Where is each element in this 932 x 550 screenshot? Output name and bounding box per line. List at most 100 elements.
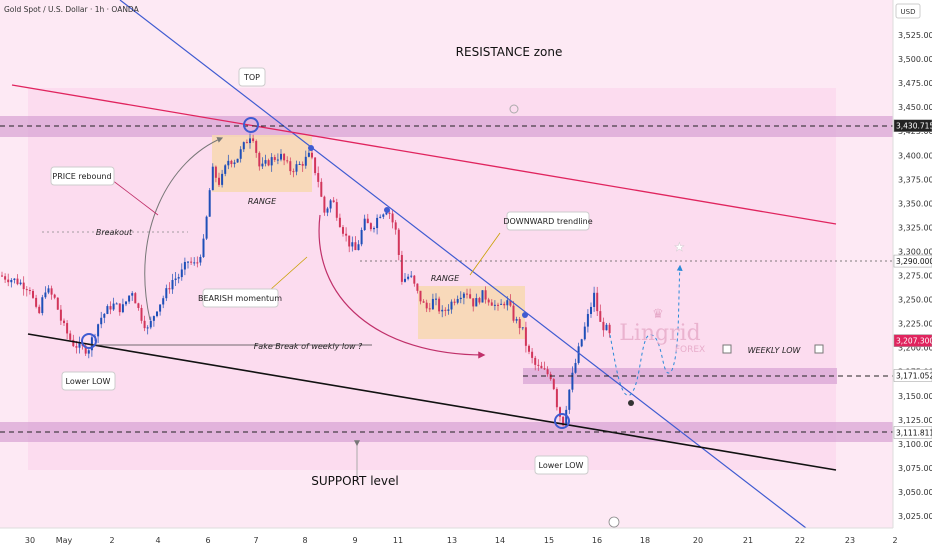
range-label-1: RANGE [248,197,277,206]
candle-down [32,290,34,298]
candle-down [292,171,295,173]
x-tick-label: 18 [640,536,650,545]
candle-down [596,292,599,312]
candle-up [47,288,50,293]
candle-up [199,256,202,263]
price-tag-label: 3,171.052 [896,371,932,380]
y-tick-label: 3,400.000 [898,151,932,160]
candle-up [515,319,518,321]
candle-up [506,300,509,306]
y-tick-label: 3,150.000 [898,392,932,401]
candle-down [345,233,348,236]
candle-down [546,369,549,375]
weekly-low-check-left-icon [722,344,732,354]
y-tick-label: 3,075.000 [898,464,932,473]
candle-down [332,200,335,203]
lightning-icon[interactable] [608,516,620,528]
top-pivot-circle [243,117,259,133]
candle-up [605,324,608,331]
x-tick-label: 4 [155,536,160,545]
price-rebound-box [50,166,115,186]
trend-touch-3 [522,312,528,318]
x-tick-label: 15 [544,536,554,545]
candle-up [456,299,459,303]
trend-touch-1 [308,145,314,151]
projection-path [609,264,683,396]
candle-down [301,164,304,166]
x-tick-label: 13 [447,536,457,545]
candle-down [453,301,456,303]
candle-up [233,162,236,165]
candle-up [159,304,162,312]
candle-up [571,372,574,390]
candle-down [53,294,56,298]
bearish-label: BEARISH momentum [198,294,282,303]
candle-down [487,299,490,303]
fake-break-label: Fake Break of weekly low ? [254,342,363,351]
candle-down [419,290,422,302]
candle-up [156,311,158,317]
candle-up [376,217,379,229]
replay-icon[interactable] [509,104,519,114]
candle-down [289,161,292,172]
candle-down [190,261,193,263]
candle-down [4,276,7,280]
candle-up [44,292,47,298]
candle-down [168,288,171,290]
lower-low-right-circle [554,413,570,429]
top-label-box [238,67,266,87]
candle-up [165,288,168,299]
y-tick-label: 3,350.000 [898,199,932,208]
candle-down [555,389,558,408]
candle-up [481,290,484,303]
y-tick-label: 3,500.000 [898,55,932,64]
candle-up [208,190,211,217]
time-axis[interactable] [0,528,932,550]
x-tick-label: 11 [393,536,403,545]
weekly-low-label: WEEKLY LOW [748,346,802,355]
y-axis-ticks: 3,025.000 3,050.000 3,075.000 3,100.000 3,12… [898,31,932,521]
candle-down [484,290,487,300]
candle-up [239,149,242,159]
candle-down [69,333,72,340]
price-tag-label: 3,430.715 [896,122,932,131]
y-tick-label: 3,375.000 [898,175,932,184]
downward-label: DOWNWARD trendline [503,217,592,226]
candle-up [193,262,196,264]
candle-down [28,290,31,292]
candle-up [149,320,152,328]
support-label: SUPPORT level [311,474,398,488]
price-axis[interactable] [893,0,932,550]
candle-up [115,303,118,305]
x-tick-label: 22 [795,536,805,545]
candle-down [25,289,28,291]
candle-down [531,351,534,358]
candle-down [559,407,561,417]
candle-down [56,297,59,310]
y-tick-label: 3,525.000 [898,31,932,40]
candle-down [140,307,143,321]
candle-down [534,357,537,365]
x-tick-label: 7 [253,536,258,545]
candle-up [295,164,298,172]
candle-down [528,345,530,352]
candle-down [400,254,403,282]
candle-down [543,368,546,370]
currency-badge[interactable] [895,3,921,19]
trend-touch-2 [384,207,390,213]
candle-up [280,153,282,160]
candle-up [87,350,90,354]
price-rebound-label: PRICE rebound [52,172,111,181]
candle-up [410,275,413,277]
candle-up [586,313,589,327]
candle-up [187,261,189,263]
candle-up [171,280,174,290]
candle-down [137,303,140,308]
price-tag-label: 3,290.000 [896,257,932,266]
x-tick-label: 23 [845,536,855,545]
price-tag-box [893,334,932,347]
x-axis-ticks: 30 May 2 4 6 7 8 9 11 13 14 15 16 18 20 21 22 23 2 [25,536,898,545]
chart-title: Gold Spot / U.S. Dollar · 1h · OANDA [4,5,140,14]
candle-up [276,159,279,161]
